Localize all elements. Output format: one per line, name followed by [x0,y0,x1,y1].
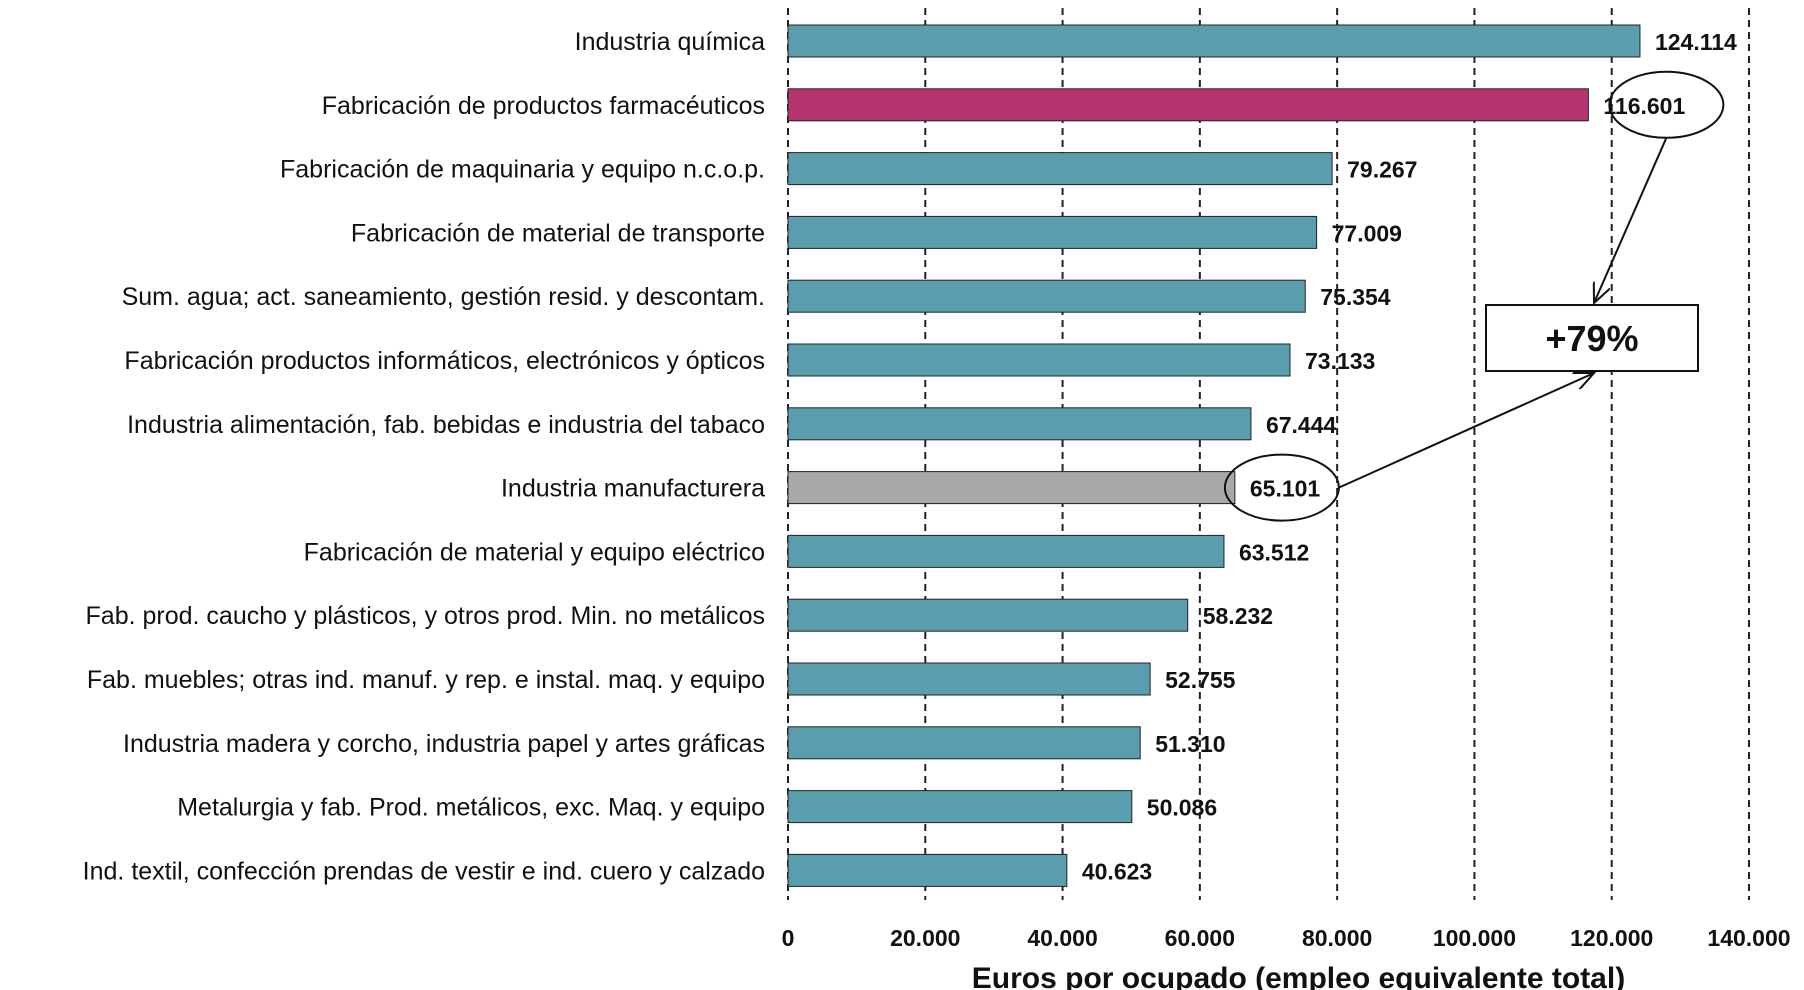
bar [787,215,1318,249]
category-label: Fabricación de productos farmacéuticos [322,92,765,120]
bar [787,343,1291,377]
category-label: Fabricación de maquinaria y equipo n.c.o… [280,156,765,184]
value-label: 73.133 [1305,348,1375,374]
x-axis-ticks: 0 20.000 40.000 60.000 80.000 100.000 120.000 1… [782,925,1791,951]
x-tick-label: 40.000 [1027,925,1097,951]
value-label: 75.354 [1320,284,1391,310]
category-label: Industria alimentación, fab. bebidas e i… [127,411,765,439]
value-label: 67.444 [1266,412,1337,438]
bar [787,598,1189,632]
bar [787,853,1068,887]
value-label: 58.232 [1203,603,1273,629]
x-tick-label: 20.000 [890,925,960,951]
value-label: 50.086 [1147,795,1217,821]
value-label: 77.009 [1332,220,1402,246]
callout-arrow-bottom [1338,373,1594,489]
value-label: 65.101 [1250,476,1321,502]
value-label: 124.114 [1655,29,1737,55]
x-tick-label: 120.000 [1570,925,1653,951]
category-label: Industria madera y corcho, industria pap… [123,730,765,758]
x-tick-label: 100.000 [1433,925,1516,951]
annotation: +79% [1223,70,1725,522]
x-tick-label: 0 [782,925,795,951]
bars [787,24,1641,887]
category-label: Industria manufacturera [501,475,765,503]
bar [787,279,1306,313]
value-label: 79.267 [1347,157,1417,183]
category-label: Fabricación de material y equipo eléctri… [304,538,765,566]
category-labels: Industria química Fabricación de producto… [83,28,765,885]
category-label: Ind. textil, confección prendas de vesti… [83,857,765,885]
bar [787,790,1133,824]
callout-text: +79% [1545,318,1638,359]
x-tick-label: 140.000 [1707,925,1790,951]
value-label: 40.623 [1082,858,1152,884]
bar [787,24,1641,58]
value-label: 51.310 [1155,731,1225,757]
bar [787,534,1225,568]
value-labels: 124.114 116.601 79.267 77.009 75.354 73.133 67… [1082,29,1737,884]
bar [787,407,1252,441]
callout-box [1485,304,1699,372]
category-label: Fab. prod. caucho y plásticos, y otros p… [86,602,765,630]
callout-arrow-top [1594,137,1668,303]
category-label: Fabricación de material de transporte [351,219,765,247]
bar [787,471,1236,505]
category-label: Sum. agua; act. saneamiento, gestión res… [122,283,765,311]
bar [787,152,1333,186]
x-axis-title: Euros por ocupado (empleo equivalente to… [972,962,1625,990]
x-tick-label: 80.000 [1302,925,1372,951]
category-label: Industria química [575,28,765,56]
bar [787,88,1589,122]
value-label: 116.601 [1603,93,1685,119]
category-label: Fabricación productos informáticos, elec… [124,347,765,375]
x-tick-label: 60.000 [1165,925,1235,951]
gridlines [787,8,1750,900]
category-label: Metalurgia y fab. Prod. metálicos, exc. … [177,794,765,822]
bar [787,726,1141,760]
value-label: 63.512 [1239,539,1309,565]
bar [787,662,1151,696]
category-label: Fab. muebles; otras ind. manuf. y rep. e… [87,666,765,694]
value-label: 52.755 [1165,667,1236,693]
